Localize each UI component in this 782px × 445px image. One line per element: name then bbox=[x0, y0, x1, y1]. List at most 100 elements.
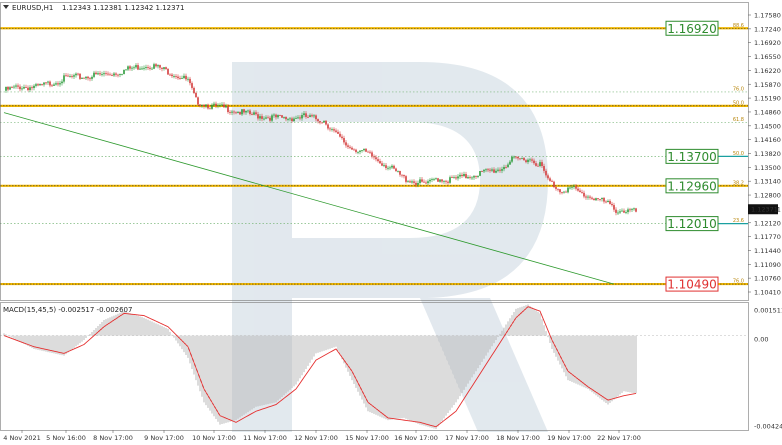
candle-body bbox=[519, 158, 521, 160]
candle-body bbox=[27, 87, 29, 91]
candle-body bbox=[77, 73, 79, 75]
candle-body bbox=[435, 178, 437, 180]
candle-body bbox=[617, 212, 619, 214]
candle-body bbox=[545, 170, 547, 176]
candle-body bbox=[73, 75, 75, 77]
y-tick-label: 1.15870 bbox=[754, 81, 781, 89]
candle-body bbox=[141, 68, 143, 70]
fib-level-label: 76.0 bbox=[733, 86, 744, 92]
candle-body bbox=[383, 165, 385, 167]
candle-body bbox=[323, 120, 325, 123]
candle-body bbox=[303, 113, 305, 116]
candle-body bbox=[635, 208, 637, 212]
y-tick-label: 1.15190 bbox=[754, 95, 781, 103]
candle-body bbox=[295, 117, 297, 119]
candle-body bbox=[13, 86, 15, 88]
candle-body bbox=[117, 74, 119, 76]
candle-body bbox=[251, 113, 253, 115]
candle-body bbox=[561, 192, 563, 194]
price-badge-box bbox=[665, 148, 719, 164]
candle-body bbox=[585, 196, 587, 198]
candle-body bbox=[239, 111, 241, 115]
candle-body bbox=[127, 66, 129, 70]
candle-body bbox=[109, 74, 111, 76]
candle-body bbox=[487, 169, 489, 171]
candle-body bbox=[349, 146, 351, 148]
candle-body bbox=[495, 170, 497, 173]
candle-body bbox=[113, 73, 115, 76]
candle-body bbox=[413, 181, 415, 183]
x-tick-label: 19 Nov 17:00 bbox=[547, 434, 591, 442]
candle-body bbox=[121, 73, 123, 75]
candle-body bbox=[421, 179, 423, 182]
y-tick-label: 1.16920 bbox=[754, 39, 781, 47]
candle-body bbox=[315, 115, 317, 120]
candle-body bbox=[183, 75, 185, 79]
ohlc-values: 1.12343 1.12381 1.12342 1.12371 bbox=[62, 4, 184, 12]
candle-body bbox=[19, 86, 21, 90]
candle-body bbox=[607, 200, 609, 203]
candle-body bbox=[563, 191, 565, 193]
candle-body bbox=[373, 156, 375, 158]
y-tick-label: 1.13500 bbox=[754, 164, 781, 172]
candle-body bbox=[319, 121, 321, 123]
candle-body bbox=[541, 162, 543, 167]
candle-body bbox=[287, 119, 289, 120]
candle-body bbox=[41, 84, 43, 85]
candle-body bbox=[149, 67, 151, 69]
x-tick-label: 16 Nov 17:00 bbox=[394, 434, 438, 442]
y-tick-label: 1.11770 bbox=[754, 233, 781, 241]
candle-body bbox=[105, 73, 107, 75]
chart-header: EURUSD,H1 1.12343 1.12381 1.12342 1.1237… bbox=[3, 4, 184, 314]
candle-body bbox=[353, 149, 355, 151]
candle-body bbox=[397, 170, 399, 172]
candle-body bbox=[167, 69, 169, 75]
candle-body bbox=[601, 197, 603, 200]
candle-body bbox=[513, 156, 515, 158]
candle-body bbox=[155, 64, 157, 67]
y-tick-label: 1.10760 bbox=[754, 275, 781, 283]
candle-body bbox=[151, 68, 153, 70]
candle-body bbox=[17, 85, 19, 87]
candle-body bbox=[255, 112, 257, 115]
candle-body bbox=[603, 197, 605, 202]
candle-body bbox=[529, 159, 531, 161]
candle-body bbox=[265, 117, 267, 119]
candle-body bbox=[423, 181, 425, 183]
candle-body bbox=[559, 189, 561, 193]
candle-body bbox=[181, 78, 183, 79]
candle-body bbox=[599, 199, 601, 200]
y-tick-label: 1.17240 bbox=[754, 25, 781, 33]
main-frame bbox=[0, 2, 749, 301]
candle-body bbox=[355, 149, 357, 153]
y-tick-label: 1.14860 bbox=[754, 108, 781, 116]
candle-body bbox=[335, 130, 337, 132]
candle-body bbox=[111, 75, 113, 76]
y-tick-label: 1.16220 bbox=[754, 67, 781, 75]
candle-body bbox=[101, 74, 103, 75]
candle-body bbox=[313, 115, 315, 117]
last-price-text: 1.12371 bbox=[751, 206, 778, 214]
candle-body bbox=[491, 169, 493, 171]
candle-body bbox=[343, 138, 345, 143]
candle-body bbox=[75, 73, 77, 76]
candle-body bbox=[429, 179, 431, 182]
dropdown-triangle-icon[interactable] bbox=[3, 5, 9, 9]
candle-body bbox=[309, 115, 311, 118]
candle-body bbox=[539, 162, 541, 167]
candle-body bbox=[427, 181, 429, 184]
candle-body bbox=[195, 93, 197, 98]
candle-body bbox=[119, 74, 121, 75]
y-tick-label: 1.17580 bbox=[754, 12, 781, 20]
candle-body bbox=[581, 192, 583, 193]
price-badge-box bbox=[665, 178, 719, 194]
candle-body bbox=[387, 167, 389, 169]
candle-body bbox=[263, 118, 265, 120]
price-badge-text: 1.12010 bbox=[667, 217, 717, 231]
candle-body bbox=[339, 133, 341, 137]
candle-body bbox=[351, 147, 353, 150]
candle-body bbox=[365, 148, 367, 152]
candle-body bbox=[369, 151, 371, 153]
candle-body bbox=[447, 181, 449, 183]
